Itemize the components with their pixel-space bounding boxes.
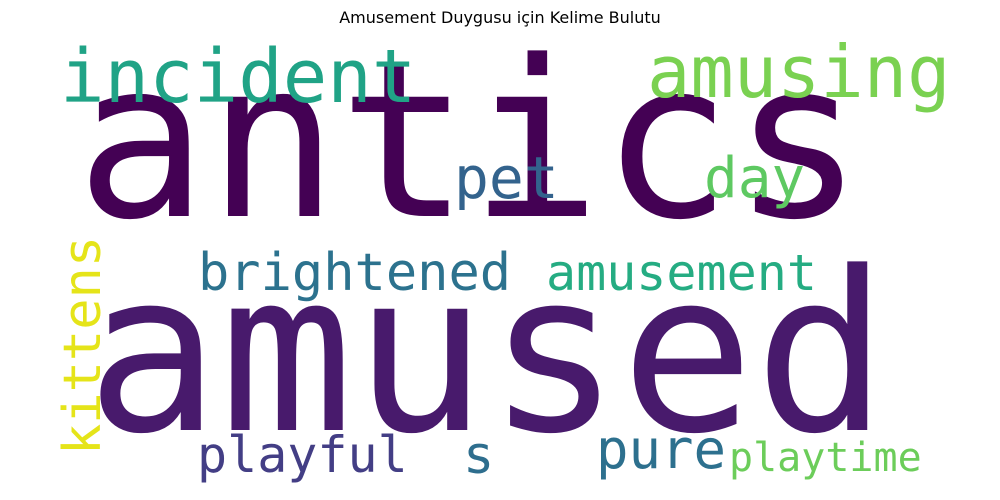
word-pure: pure: [596, 418, 727, 481]
word-cloud: antics amused incident amusing pet day b…: [50, 38, 950, 488]
word-playful: playful: [197, 426, 408, 484]
word-amused: amused: [86, 225, 888, 483]
word-playtime: playtime: [729, 435, 922, 481]
word-amusement: amusement: [546, 244, 817, 302]
word-antics: antics: [76, 38, 864, 268]
word-kittens: kittens: [53, 235, 113, 455]
chart-title: Amusement Duygusu için Kelime Bulutu: [339, 8, 661, 27]
word-incident: incident: [60, 38, 417, 120]
word-day: day: [704, 146, 806, 211]
word-brightened: brightened: [198, 243, 512, 303]
word-amusing: amusing: [647, 38, 950, 114]
word-pet: pet: [454, 144, 559, 212]
word-s: s: [463, 426, 495, 486]
